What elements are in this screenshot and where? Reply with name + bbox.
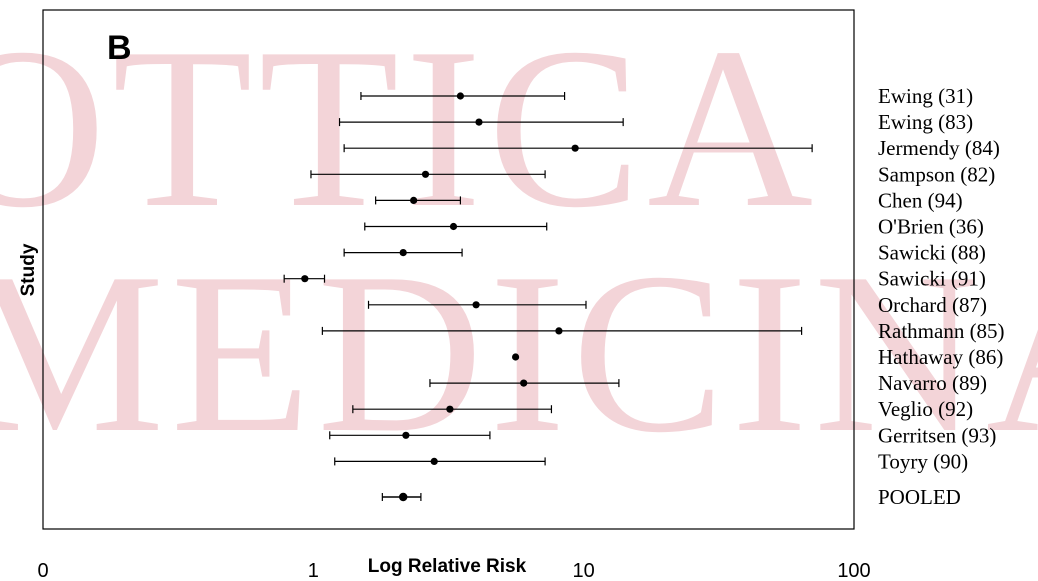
pooled-label: POOLED [878, 485, 961, 509]
study-row [329, 431, 491, 440]
point-estimate [410, 196, 418, 204]
study-label: Ewing (83) [878, 110, 973, 134]
watermark-line-1: OTTICA [0, 0, 819, 255]
study-label: Jermendy (84) [878, 136, 1000, 160]
watermark-line-2: MEDICINA [0, 225, 1038, 480]
study-label: Navarro (89) [878, 371, 987, 395]
study-row [375, 196, 462, 205]
point-estimate [475, 118, 483, 126]
study-row [334, 457, 546, 466]
study-row [429, 379, 620, 388]
study-row [310, 170, 546, 179]
point-estimate [399, 492, 408, 502]
point-estimate [399, 249, 407, 257]
pooled-estimate [381, 492, 422, 502]
study-label: Sawicki (91) [878, 267, 986, 291]
point-estimate [430, 457, 438, 465]
study-row [343, 144, 813, 153]
study-label: Gerritsen (93) [878, 423, 996, 447]
point-estimate [402, 431, 410, 439]
x-tick-label: 100 [837, 560, 870, 581]
x-tick-label: 0 [37, 560, 48, 581]
study-row [283, 274, 326, 283]
study-label: O'Brien (36) [878, 215, 984, 239]
study-label: Sawicki (88) [878, 241, 986, 265]
study-row [367, 300, 587, 309]
study-label: Sampson (82) [878, 162, 995, 186]
point-estimate [421, 170, 430, 178]
study-row [352, 405, 553, 414]
plot-frame [42, 9, 855, 530]
study-label: Hathaway (86) [878, 345, 1003, 369]
point-estimate [571, 144, 579, 152]
study-row [338, 118, 624, 127]
point-estimate [449, 222, 458, 231]
study-row [360, 92, 566, 100]
x-tick-label: 10 [573, 560, 595, 581]
panel-letter: B [107, 29, 132, 67]
study-row [511, 353, 520, 361]
x-tick-labels: 0 1 10 100 [37, 560, 870, 581]
study-row [364, 222, 548, 231]
y-axis-title: Study [18, 243, 39, 296]
study-label: Chen (94) [878, 188, 963, 212]
x-axis-title: Log Relative Risk [368, 556, 527, 577]
point-estimate [446, 405, 454, 413]
confidence-intervals [283, 92, 813, 502]
study-label: Veglio (92) [878, 397, 973, 421]
point-estimate [555, 327, 563, 335]
study-label: Ewing (31) [878, 84, 973, 108]
study-row [343, 248, 463, 257]
study-label: Rathmann (85) [878, 319, 1005, 343]
point-estimate [520, 379, 528, 387]
point-estimate [472, 301, 480, 309]
point-estimate [511, 353, 520, 361]
study-labels: Ewing (31)Ewing (83)Jermendy (84)Sampson… [878, 84, 1005, 509]
x-tick-label: 1 [308, 560, 319, 581]
study-row [321, 326, 803, 335]
study-label: Toyry (90) [878, 449, 968, 473]
point-estimate [301, 275, 309, 283]
point-estimate [456, 92, 465, 100]
study-label: Orchard (87) [878, 293, 987, 317]
